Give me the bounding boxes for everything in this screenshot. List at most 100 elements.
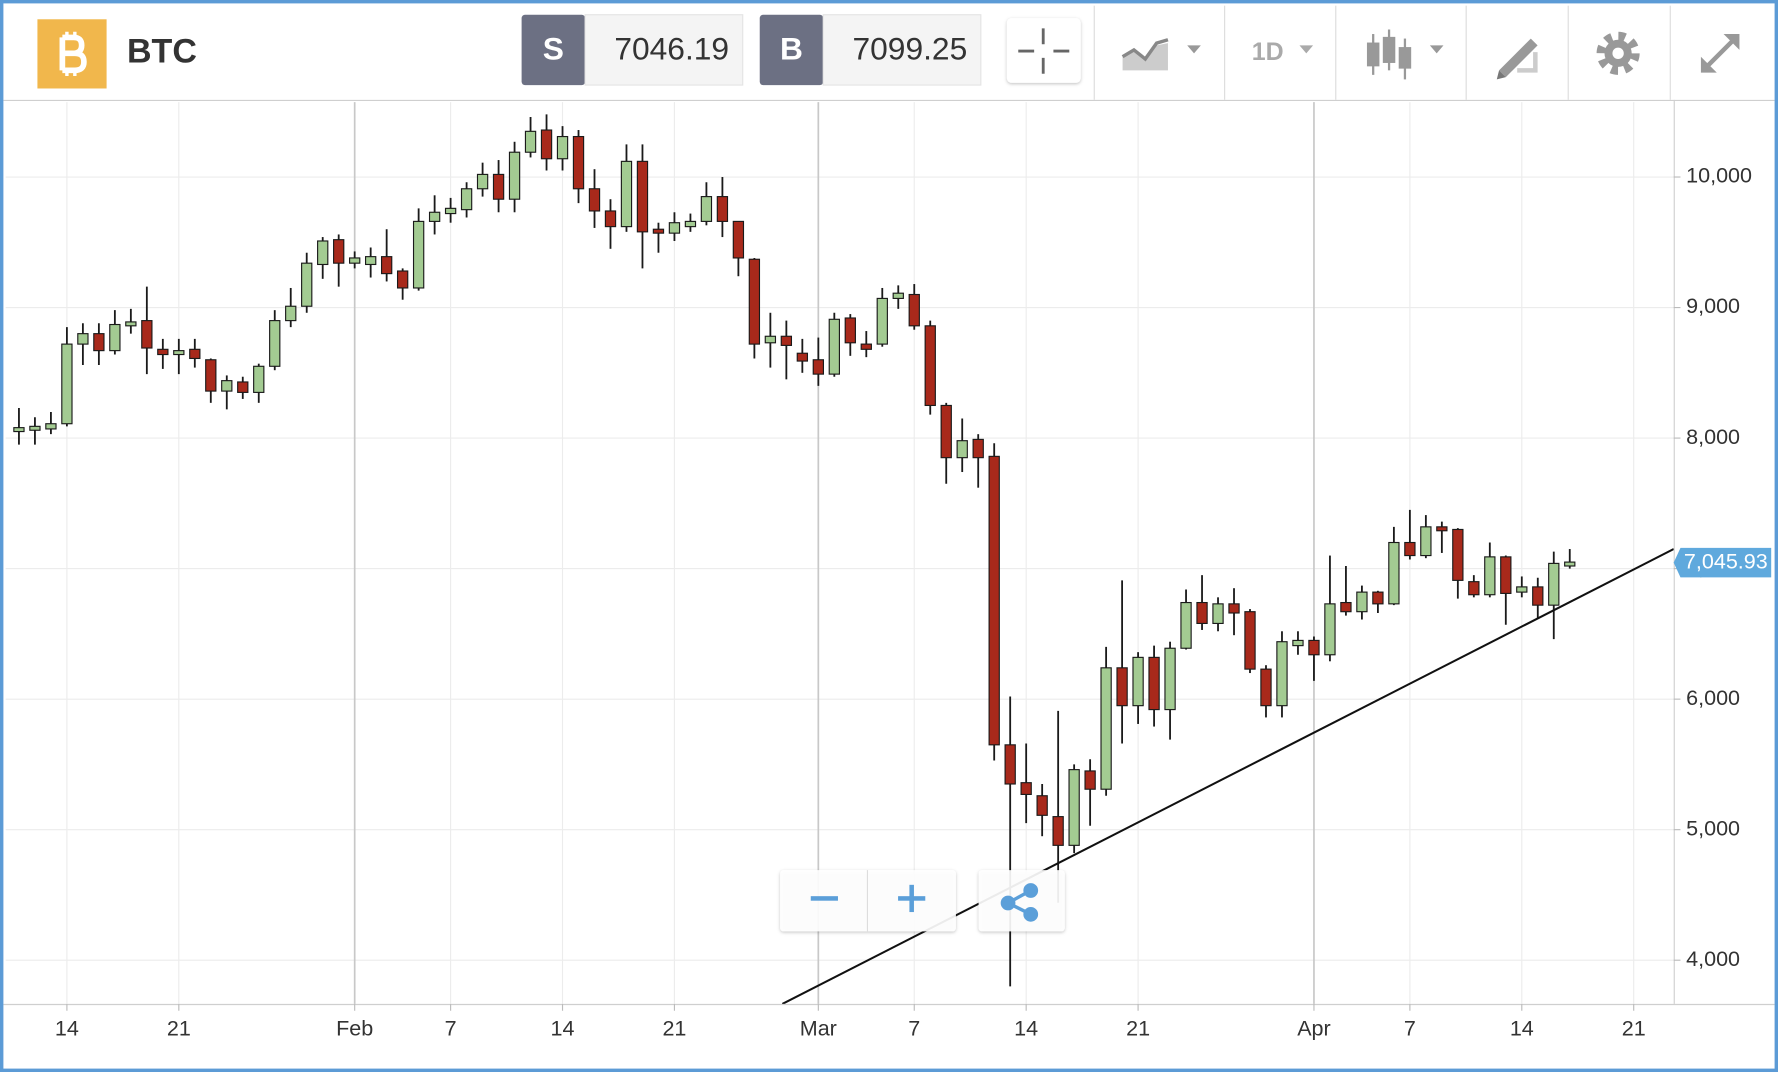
candle-body <box>13 427 25 433</box>
x-tick-label: 7 <box>445 1017 457 1041</box>
candle-body <box>460 188 473 211</box>
candle-body <box>173 350 185 356</box>
zoom-out-button[interactable] <box>810 896 838 901</box>
x-tick-label: 7 <box>908 1017 920 1041</box>
sell-price-box[interactable] <box>584 14 744 86</box>
candle-body <box>1020 782 1032 796</box>
candle-body <box>1164 647 1176 711</box>
candle-body <box>1436 526 1448 532</box>
candle-body <box>221 380 233 392</box>
candle-body <box>956 440 968 459</box>
fullscreen-button[interactable] <box>1700 34 1740 73</box>
candle-body <box>109 323 121 352</box>
candle-body <box>1036 795 1048 816</box>
candle-body <box>125 321 137 327</box>
candle-body <box>1196 601 1208 625</box>
x-tick-label: 21 <box>662 1017 686 1041</box>
buy-price-box[interactable] <box>822 14 982 86</box>
candle-body <box>684 220 697 228</box>
candle-body <box>844 317 856 344</box>
candle-body <box>1532 586 1544 606</box>
x-tick-label: Apr <box>1297 1017 1331 1041</box>
candle-body <box>45 423 57 430</box>
x-tick-label: Feb <box>336 1017 373 1041</box>
candle-body <box>1004 744 1016 785</box>
interval-caret <box>1299 45 1314 54</box>
candle-body <box>1276 641 1288 707</box>
share-panel <box>978 870 1065 932</box>
candle-body <box>1484 556 1496 596</box>
y-tick-label: 5,000 <box>1686 816 1740 840</box>
candle-body <box>636 160 649 233</box>
candle-body <box>764 335 777 344</box>
y-tick-label: 8,000 <box>1686 425 1740 449</box>
candle-body <box>1244 611 1256 670</box>
candle-body <box>588 188 601 212</box>
candle-body <box>1180 601 1192 649</box>
buy-button[interactable] <box>759 14 824 86</box>
chart-type-button[interactable] <box>1121 38 1201 71</box>
candle-body <box>1452 528 1464 581</box>
grid <box>5 102 1674 1004</box>
x-tick-label: 21 <box>167 1017 191 1041</box>
candle-body <box>940 404 952 459</box>
candle-body <box>700 196 713 222</box>
y-tick-label: 6,000 <box>1686 686 1740 710</box>
candle-body <box>189 348 201 360</box>
interval-button[interactable]: 1D <box>1252 38 1284 66</box>
candle-body <box>253 365 265 393</box>
candle-body <box>524 130 537 153</box>
candle-body <box>93 333 105 352</box>
candle-body <box>1500 556 1512 594</box>
candle-body <box>1356 591 1368 613</box>
candle-body <box>732 220 745 259</box>
candle-body <box>1228 603 1240 614</box>
share-button[interactable] <box>1000 883 1039 922</box>
draw-tool-button[interactable] <box>1496 38 1538 80</box>
candle-body <box>1148 656 1160 711</box>
candle-body <box>1212 603 1224 625</box>
candle-body <box>333 239 345 264</box>
candle-body <box>396 270 409 289</box>
candle-body <box>428 211 441 222</box>
candle-body <box>1324 603 1336 656</box>
candle-body <box>1132 656 1144 707</box>
candle-body <box>716 196 729 222</box>
x-tick-label: 7 <box>1404 1017 1416 1041</box>
candle-body <box>652 228 665 234</box>
settings-button[interactable] <box>1596 31 1640 75</box>
candle-body <box>540 129 553 160</box>
candle-body <box>476 173 489 190</box>
last-price-marker <box>1673 547 1772 578</box>
candle-body <box>1372 591 1384 605</box>
candle-body <box>141 320 153 349</box>
axes: 4,0005,0006,0007,0008,0009,00010,0001421… <box>55 164 1772 1041</box>
crosshair-icon <box>1018 28 1070 74</box>
candle-body <box>620 160 633 228</box>
candle-body <box>1548 562 1560 606</box>
x-tick-label: 14 <box>551 1017 575 1041</box>
candle-body <box>1516 586 1528 593</box>
candle-body <box>205 359 217 392</box>
candle-body <box>1468 581 1480 596</box>
candle-body <box>1116 667 1128 707</box>
x-tick-label: 21 <box>1622 1017 1646 1041</box>
candle-body <box>860 343 872 350</box>
candle-style-button[interactable] <box>1366 29 1444 80</box>
candle-body <box>812 359 825 375</box>
symbol: BTC <box>127 32 197 70</box>
sell-button[interactable] <box>521 14 586 86</box>
candle-body <box>285 305 297 322</box>
candle-body <box>61 343 73 425</box>
crosshair-button[interactable] <box>1006 18 1081 83</box>
zoom-in-button[interactable] <box>898 884 926 913</box>
candle-body <box>892 292 904 299</box>
buy-price: 7099.25 <box>852 30 967 66</box>
coin-glyph <box>59 31 87 77</box>
candle-body <box>988 455 1000 746</box>
candle-body <box>572 135 585 190</box>
candle-body <box>444 207 457 215</box>
candle-body <box>1052 816 1064 846</box>
candle-body <box>828 318 840 375</box>
